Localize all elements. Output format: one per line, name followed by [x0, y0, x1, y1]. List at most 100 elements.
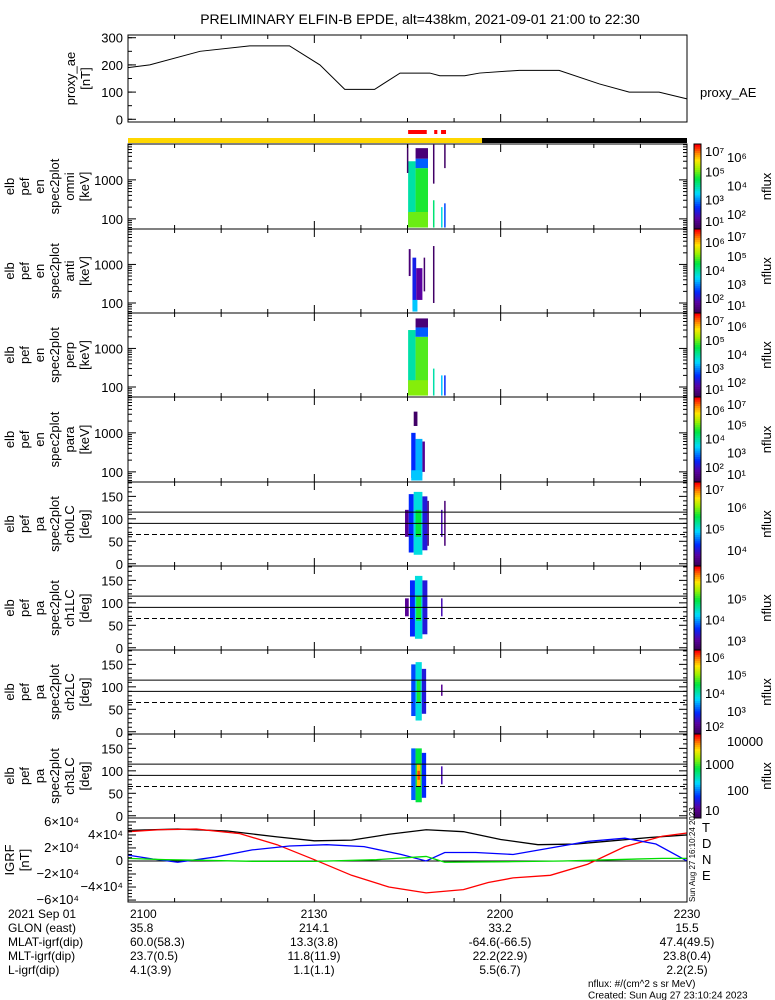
colorbar-segment	[694, 803, 701, 806]
science-marker	[434, 130, 438, 134]
colorbar-segment	[694, 256, 701, 259]
ephemeris-table: 2021 Sep 01 2100 2130 2200 2230 GLON (east) 35…	[8, 907, 714, 977]
proxy-ae-line	[127, 45, 688, 100]
colorbar-segment	[694, 148, 701, 151]
colorbar-segment	[694, 706, 701, 710]
colorbar-segment	[694, 614, 701, 617]
colorbar-segment	[694, 260, 701, 264]
y-tick-label: 100	[101, 85, 123, 100]
colorbar-segment	[694, 645, 701, 649]
colorbar-segment	[694, 521, 701, 525]
ephemeris-label: MLAT-igrf(dip)	[8, 935, 83, 949]
colorbar-segment	[694, 201, 701, 204]
colorbar-segment	[694, 247, 701, 251]
colorbar-label: nflux	[759, 762, 774, 790]
colorbar-segment	[694, 458, 701, 462]
colorbar-segment	[694, 811, 701, 815]
colorbar-segment	[694, 376, 701, 379]
proxy-ae-legend: proxy_AE	[700, 85, 757, 100]
colorbar-segment	[694, 624, 701, 628]
para-ylabel-line: spec2plot	[47, 411, 62, 467]
y-tick-label: 100	[101, 512, 123, 527]
colorbar-segment	[694, 441, 701, 445]
colorbar-tick-label: 10⁵	[705, 521, 725, 536]
colorbar-segment	[694, 488, 701, 491]
y-tick-label: 150	[101, 489, 123, 504]
colorbar-segment	[694, 224, 701, 228]
y-tick-label: 150	[101, 741, 123, 756]
colorbar-segment	[694, 748, 701, 752]
colorbar-segment	[694, 584, 701, 588]
colorbar-segment	[694, 199, 701, 202]
colorbar-segment	[694, 513, 701, 517]
colorbar-segment	[694, 361, 701, 364]
colorbar-segment	[694, 178, 701, 181]
colorbar-tick-label: 10⁶	[705, 403, 725, 418]
y-tick-label: 100	[101, 764, 123, 779]
colorbar-segment	[694, 313, 701, 316]
colorbar-tick-label: 10⁷	[705, 313, 724, 328]
colorbar-segment	[694, 734, 701, 737]
colorbar-segment	[694, 203, 701, 207]
colorbar-segment	[694, 310, 701, 314]
colorbar-segment	[694, 250, 701, 253]
ch1LC-ylabel-line: pa	[32, 600, 47, 615]
colorbar-segment	[694, 668, 701, 672]
panel-frame	[127, 396, 688, 483]
colorbar-frame	[693, 733, 702, 819]
colorbar-tick-label: 10⁷	[705, 482, 724, 497]
colorbar-tick-label: 100	[727, 783, 749, 798]
colorbar-segment	[694, 378, 701, 381]
colorbar-tick-label: 10⁴	[705, 263, 725, 278]
y-tick-label: 100	[101, 296, 123, 311]
y-tick-label: 0	[116, 112, 123, 127]
colorbar-tick-label: 10⁵	[727, 592, 747, 607]
colorbar-segment	[694, 409, 701, 413]
colorbar-segment	[694, 394, 701, 398]
colorbar-segment	[694, 755, 701, 758]
colorbar-segment	[694, 258, 701, 261]
panel-frame	[127, 733, 688, 819]
colorbar-segment	[694, 197, 701, 200]
status-bar	[128, 130, 687, 143]
ephemeris-value: 2130	[301, 907, 328, 921]
colorbar-segment	[694, 390, 701, 394]
colorbar-segment	[694, 254, 701, 257]
colorbar-segment	[694, 622, 701, 626]
spectrogram-cell	[441, 684, 443, 696]
ch0LC-ylabel-line: pa	[32, 516, 47, 531]
anti-ylabel-line: spec2plot	[47, 243, 62, 299]
ephemeris-value: -64.6(-66.5)	[469, 935, 532, 949]
y-tick-label: 1000	[94, 257, 123, 272]
colorbar-segment	[694, 340, 701, 343]
colorbar-segment	[694, 465, 701, 468]
colorbar-segment	[694, 551, 701, 554]
igrf-legend-D: D	[702, 836, 711, 851]
colorbar-segment	[694, 635, 701, 638]
units-note: nflux: #/(cm^2 s sr MeV)	[588, 979, 696, 990]
colorbar-segment	[694, 576, 701, 580]
ephemeris-value: 60.0(58.3)	[130, 935, 185, 949]
colorbar-segment	[694, 566, 701, 569]
colorbar-segment	[694, 416, 701, 419]
colorbar-segment	[694, 694, 701, 697]
colorbar-segment	[694, 171, 701, 175]
colorbar-segment	[694, 386, 701, 390]
spectrogram-cell	[422, 441, 425, 472]
colorbar-segment	[694, 308, 701, 312]
colorbar-segment	[694, 742, 701, 745]
spectrogram-cell	[408, 380, 428, 396]
spectrogram-cell	[441, 375, 443, 396]
colorbar-tick-label: 10⁴	[705, 432, 725, 447]
colorbar-segment	[694, 761, 701, 764]
colorbar-segment	[694, 169, 701, 173]
y-tick-label: 0	[116, 557, 123, 572]
colorbar-segment	[694, 323, 701, 327]
colorbar-segment	[694, 486, 701, 489]
colorbar-segment	[694, 405, 701, 409]
colorbar-segment	[694, 530, 701, 533]
colorbar-segment	[694, 660, 701, 664]
colorbar-segment	[694, 235, 701, 238]
